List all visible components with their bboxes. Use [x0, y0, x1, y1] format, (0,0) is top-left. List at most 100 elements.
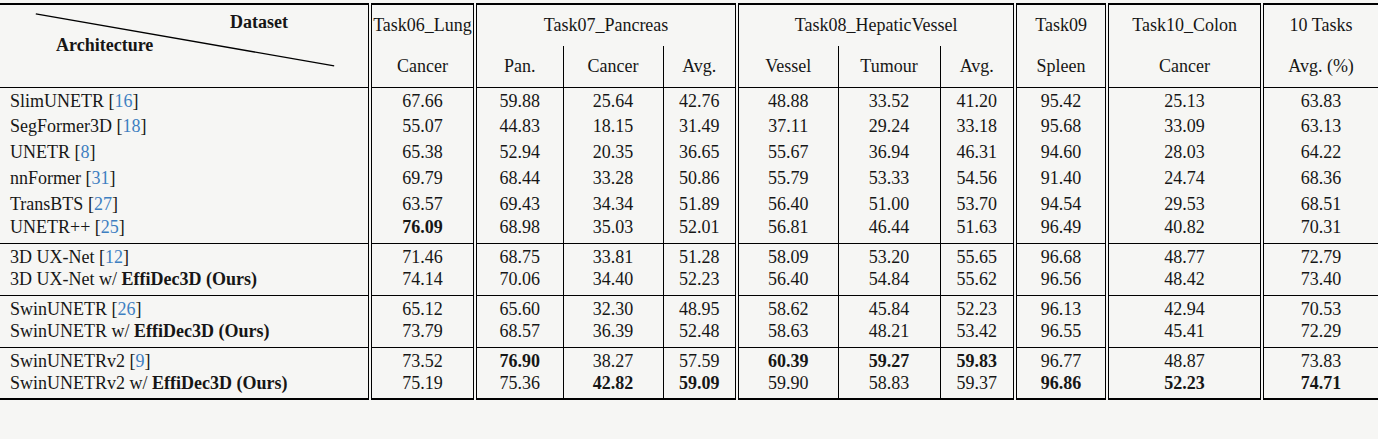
value-cell: 94.54	[1015, 191, 1107, 217]
citation-link[interactable]: 31	[92, 168, 110, 188]
value-cell: 25.64	[563, 87, 663, 113]
architecture-name: 3D UX-Net	[10, 247, 94, 267]
sub-header-task09-spleen: Spleen	[1015, 46, 1107, 87]
value-cell: 36.65	[663, 139, 737, 165]
value-cell: 31.49	[663, 113, 737, 139]
value-cell: 56.40	[737, 191, 838, 217]
value-cell: 50.86	[663, 165, 737, 191]
sub-header-task10-colon-cancer: Cancer	[1107, 46, 1262, 87]
table-row: SwinUNETR [26]65.1265.6032.3048.9558.624…	[0, 295, 1378, 321]
group-header-10-tasks: 10 Tasks	[1262, 4, 1378, 46]
architecture-cell: SwinUNETRv2 w/ EffiDec3D (Ours)	[0, 373, 370, 399]
value-cell: 68.98	[475, 217, 563, 243]
group-header-row: Dataset Architecture Task06_LungTask07_P…	[0, 4, 1378, 46]
value-cell: 69.79	[370, 165, 475, 191]
value-cell: 48.87	[1107, 347, 1262, 373]
value-cell: 70.31	[1262, 217, 1378, 243]
sub-header-10-tasks-avg: Avg. (%)	[1262, 46, 1378, 87]
value-cell: 20.35	[563, 139, 663, 165]
group-header-task10-colon: Task10_Colon	[1107, 4, 1262, 46]
citation-link[interactable]: 16	[115, 91, 133, 111]
value-cell: 70.06	[475, 269, 563, 295]
value-cell: 64.22	[1262, 139, 1378, 165]
value-cell: 68.57	[475, 321, 563, 347]
value-cell: 48.77	[1107, 243, 1262, 269]
value-cell: 34.40	[563, 269, 663, 295]
sub-header-task08-hepaticvessel-avg: Avg.	[940, 46, 1015, 87]
architecture-cell: 3D UX-Net w/ EffiDec3D (Ours)	[0, 269, 370, 295]
table-row: UNETR [8]65.3852.9420.3536.6555.6736.944…	[0, 139, 1378, 165]
citation-link[interactable]: 27	[94, 194, 112, 214]
value-cell: 74.71	[1262, 373, 1378, 399]
table-block-4: SwinUNETRv2 [9]73.5276.9038.2757.5960.39…	[0, 347, 1378, 399]
value-cell: 59.37	[940, 373, 1015, 399]
value-cell: 51.89	[663, 191, 737, 217]
value-cell: 33.52	[838, 87, 940, 113]
value-cell: 45.84	[838, 295, 940, 321]
value-cell: 96.55	[1015, 321, 1107, 347]
value-cell: 59.88	[475, 87, 563, 113]
citation-link[interactable]: 25	[101, 217, 119, 237]
citation-link[interactable]: 9	[136, 351, 145, 371]
value-cell: 52.23	[663, 269, 737, 295]
value-cell: 55.79	[737, 165, 838, 191]
table-row: TransBTS [27]63.5769.4334.3451.8956.4051…	[0, 191, 1378, 217]
value-cell: 29.24	[838, 113, 940, 139]
value-cell: 51.28	[663, 243, 737, 269]
value-cell: 65.38	[370, 139, 475, 165]
value-cell: 58.83	[838, 373, 940, 399]
value-cell: 60.39	[737, 347, 838, 373]
citation-link[interactable]: 26	[118, 299, 136, 319]
value-cell: 94.60	[1015, 139, 1107, 165]
architecture-name: SwinUNETRv2	[10, 351, 125, 371]
value-cell: 73.40	[1262, 269, 1378, 295]
architecture-name: TransBTS	[10, 194, 83, 214]
group-header-task09: Task09	[1015, 4, 1107, 46]
value-cell: 65.12	[370, 295, 475, 321]
value-cell: 24.74	[1107, 165, 1262, 191]
value-cell: 53.42	[940, 321, 1015, 347]
value-cell: 55.07	[370, 113, 475, 139]
table-row: SwinUNETR w/ EffiDec3D (Ours)73.7968.573…	[0, 321, 1378, 347]
value-cell: 42.76	[663, 87, 737, 113]
architecture-name: SlimUNETR	[10, 91, 104, 111]
value-cell: 53.70	[940, 191, 1015, 217]
value-cell: 68.51	[1262, 191, 1378, 217]
table-block-2: 3D UX-Net [12]71.4668.7533.8151.2858.095…	[0, 243, 1378, 295]
value-cell: 48.88	[737, 87, 838, 113]
value-cell: 42.82	[563, 373, 663, 399]
value-cell: 52.01	[663, 217, 737, 243]
architecture-name: UNETR	[10, 142, 70, 162]
table-row: SwinUNETRv2 [9]73.5276.9038.2757.5960.39…	[0, 347, 1378, 373]
value-cell: 63.13	[1262, 113, 1378, 139]
value-cell: 63.57	[370, 191, 475, 217]
value-cell: 52.94	[475, 139, 563, 165]
table-row: SwinUNETRv2 w/ EffiDec3D (Ours)75.1975.3…	[0, 373, 1378, 399]
citation-link[interactable]: 12	[105, 247, 123, 267]
header-dataset-label: Dataset	[230, 12, 288, 33]
citation-link[interactable]: 18	[123, 116, 141, 136]
value-cell: 96.13	[1015, 295, 1107, 321]
architecture-cell: SegFormer3D [18]	[0, 113, 370, 139]
value-cell: 45.41	[1107, 321, 1262, 347]
value-cell: 96.68	[1015, 243, 1107, 269]
value-cell: 68.36	[1262, 165, 1378, 191]
value-cell: 53.20	[838, 243, 940, 269]
architecture-name: nnFormer	[10, 168, 81, 188]
value-cell: 72.29	[1262, 321, 1378, 347]
citation-link[interactable]: 8	[81, 142, 90, 162]
architecture-cell: SlimUNETR [16]	[0, 87, 370, 113]
value-cell: 75.36	[475, 373, 563, 399]
value-cell: 56.40	[737, 269, 838, 295]
value-cell: 41.20	[940, 87, 1015, 113]
value-cell: 58.62	[737, 295, 838, 321]
value-cell: 74.14	[370, 269, 475, 295]
value-cell: 33.28	[563, 165, 663, 191]
value-cell: 33.18	[940, 113, 1015, 139]
architecture-name: SwinUNETR w/	[10, 321, 134, 341]
value-cell: 52.23	[940, 295, 1015, 321]
method-name-bold: EffiDec3D (Ours)	[121, 269, 256, 289]
value-cell: 76.09	[370, 217, 475, 243]
value-cell: 54.84	[838, 269, 940, 295]
table-block-1: SlimUNETR [16]67.6659.8825.6442.7648.883…	[0, 87, 1378, 243]
